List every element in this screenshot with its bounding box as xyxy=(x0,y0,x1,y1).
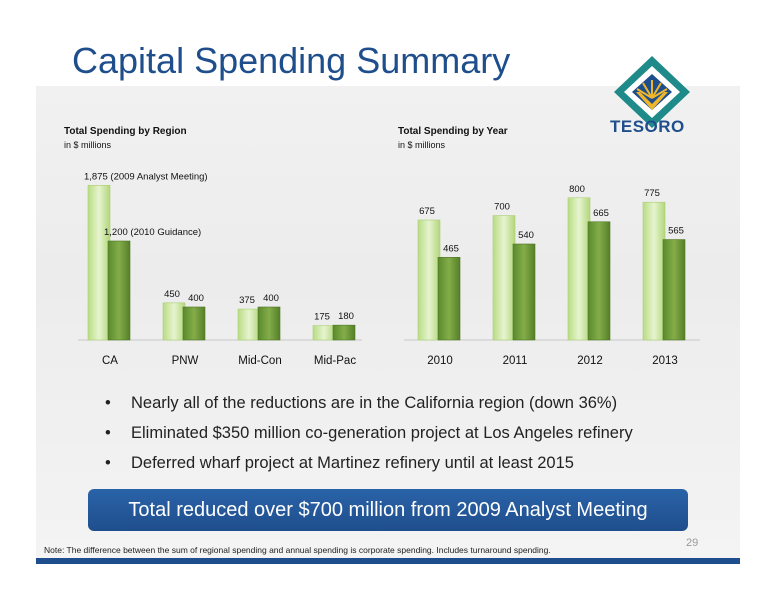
page-title: Capital Spending Summary xyxy=(72,40,511,81)
year-chart-title: Total Spending by Year xyxy=(398,126,508,137)
data-label: 1,200 (2010 Guidance) xyxy=(104,227,201,238)
category-label: 2013 xyxy=(652,355,678,367)
category-label: 2010 xyxy=(427,355,453,367)
data-label: 180 xyxy=(338,311,354,322)
data-label: 540 xyxy=(518,230,534,241)
bullet-item: Deferred wharf project at Martinez refin… xyxy=(105,448,633,478)
data-label: 465 xyxy=(443,243,459,254)
bar-2013-dark xyxy=(662,239,686,341)
bar-ca-dark xyxy=(107,240,131,341)
bar-pnw-dark xyxy=(182,306,206,341)
bar-mid-con-dark xyxy=(257,306,281,341)
category-label: PNW xyxy=(172,355,199,367)
data-label: 450 xyxy=(164,289,180,300)
bar-2012-dark xyxy=(587,221,611,341)
summary-callout: Total reduced over $700 million from 200… xyxy=(88,489,688,531)
bar-2012-light xyxy=(567,197,591,341)
data-label: 675 xyxy=(419,206,435,217)
bar-pnw-light xyxy=(162,302,186,341)
footnote: Note: The difference between the sum of … xyxy=(44,545,551,555)
data-label: 800 xyxy=(569,184,585,195)
data-label: 700 xyxy=(494,202,510,213)
bar-2013-light xyxy=(642,201,666,341)
data-label: 375 xyxy=(239,295,255,306)
bar-2011-light xyxy=(492,215,516,341)
bullet-item: Eliminated $350 million co-generation pr… xyxy=(105,418,633,448)
content-background xyxy=(36,86,740,564)
category-label: 2011 xyxy=(503,355,528,367)
page-number: 29 xyxy=(686,537,699,549)
category-label: Mid-Con xyxy=(238,355,281,367)
bar-ca-light xyxy=(87,185,111,341)
region-chart-subtitle: in $ millions xyxy=(64,140,112,150)
bar-2010-dark xyxy=(437,257,461,341)
region-chart: Total Spending by Region in $ millions 1… xyxy=(64,126,362,367)
data-label: 400 xyxy=(263,293,279,304)
category-label: CA xyxy=(102,355,118,367)
year-chart-subtitle: in $ millions xyxy=(398,140,446,150)
year-chart: Total Spending by Year in $ millions 675… xyxy=(398,126,700,367)
tesoro-logo-icon xyxy=(614,56,690,128)
bullet-item: Nearly all of the reductions are in the … xyxy=(105,388,633,418)
logo-wordmark: TESORO xyxy=(610,117,685,136)
bar-mid-con-light xyxy=(237,308,261,341)
bullet-list: Nearly all of the reductions are in the … xyxy=(105,388,633,478)
data-label: 175 xyxy=(314,312,330,323)
bar-mid-pac-dark xyxy=(332,324,356,341)
category-label: Mid-Pac xyxy=(314,355,356,367)
bar-2010-light xyxy=(417,219,441,341)
data-label: 665 xyxy=(593,208,609,219)
category-label: 2012 xyxy=(577,355,603,367)
data-label: 400 xyxy=(188,293,204,304)
bar-mid-pac-light xyxy=(312,325,336,341)
data-label: 1,875 (2009 Analyst Meeting) xyxy=(84,171,208,182)
data-label: 775 xyxy=(644,188,660,199)
region-chart-title: Total Spending by Region xyxy=(64,126,187,137)
data-label: 565 xyxy=(668,226,684,237)
footer-bar xyxy=(36,558,740,564)
bar-2011-dark xyxy=(512,243,536,341)
